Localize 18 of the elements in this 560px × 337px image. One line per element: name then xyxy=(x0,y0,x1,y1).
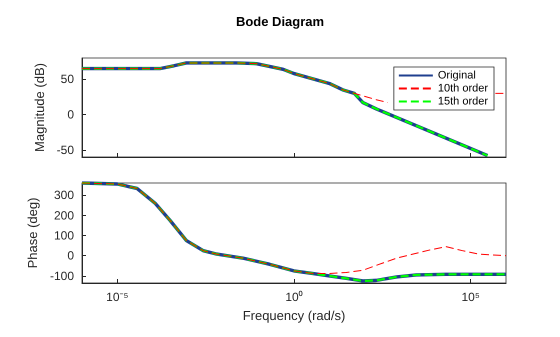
y-axis-title: Magnitude (dB) xyxy=(32,63,47,152)
legend-label: 15th order xyxy=(438,96,488,108)
x-tick-label: 10⁵ xyxy=(462,290,480,304)
legend-label: 10th order xyxy=(438,82,488,94)
y-tick-label: -100 xyxy=(50,268,74,283)
y-tick-label: 100 xyxy=(54,228,74,243)
x-tick-label: 10⁰ xyxy=(285,290,303,304)
y-tick-label: 200 xyxy=(54,208,74,222)
chart-title: Bode Diagram xyxy=(236,14,324,29)
y-tick-label: 300 xyxy=(54,188,74,202)
y-tick-label: 50 xyxy=(60,72,74,86)
y-axis-title: Phase (deg) xyxy=(25,198,40,268)
y-tick-label: 0 xyxy=(67,108,74,122)
legend-label: Original xyxy=(438,70,476,82)
x-axis-title: Frequency (rad/s) xyxy=(242,308,346,323)
x-tick-label: 10⁻⁵ xyxy=(106,290,129,304)
y-tick-label: -50 xyxy=(56,142,74,157)
y-tick-label: 0 xyxy=(67,248,74,263)
